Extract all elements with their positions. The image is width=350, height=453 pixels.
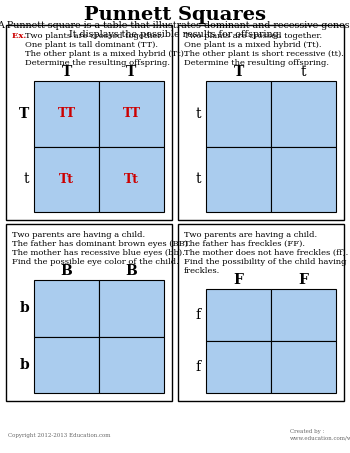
- Bar: [206, 289, 271, 341]
- Text: T: T: [233, 65, 244, 79]
- Text: Two parents are having a child.: Two parents are having a child.: [184, 231, 317, 239]
- Text: f: f: [196, 308, 201, 322]
- Bar: [271, 341, 336, 393]
- Text: One plant is tall dominant (TT).: One plant is tall dominant (TT).: [25, 41, 158, 49]
- Bar: [6, 25, 172, 220]
- Text: b: b: [19, 301, 29, 315]
- Bar: [34, 337, 99, 393]
- Bar: [99, 280, 164, 337]
- Text: www.education.com/worksheets: www.education.com/worksheets: [290, 435, 350, 440]
- Text: T: T: [126, 65, 136, 79]
- Text: TT: TT: [122, 107, 140, 120]
- Text: F: F: [233, 273, 244, 287]
- Bar: [178, 25, 344, 220]
- Bar: [6, 224, 172, 401]
- Text: Punnett Squares: Punnett Squares: [84, 6, 266, 24]
- Bar: [34, 280, 99, 337]
- Text: t: t: [23, 172, 29, 186]
- Bar: [34, 81, 99, 146]
- Text: Two plants are crossed together.: Two plants are crossed together.: [25, 32, 163, 40]
- Text: Find the possible eye color of the child.: Find the possible eye color of the child…: [12, 258, 179, 266]
- Bar: [206, 341, 271, 393]
- Text: Two parents are having a child.: Two parents are having a child.: [12, 231, 145, 239]
- Bar: [206, 81, 271, 146]
- Bar: [206, 146, 271, 212]
- Text: Find the possibility of the child having: Find the possibility of the child having: [184, 258, 346, 266]
- Text: b: b: [19, 358, 29, 372]
- Bar: [271, 81, 336, 146]
- Text: Copyright 2012-2013 Education.com: Copyright 2012-2013 Education.com: [8, 433, 111, 438]
- Text: t: t: [301, 65, 306, 79]
- Bar: [271, 289, 336, 341]
- Text: Determine the resulting offspring.: Determine the resulting offspring.: [184, 59, 329, 67]
- Text: F: F: [299, 273, 308, 287]
- Bar: [99, 146, 164, 212]
- Text: freckles.: freckles.: [184, 267, 220, 275]
- Text: Determine the resulting offspring.: Determine the resulting offspring.: [25, 59, 170, 67]
- Text: Created by :: Created by :: [290, 429, 324, 434]
- Text: The other plant is a mixed hybrid (Tt).: The other plant is a mixed hybrid (Tt).: [25, 50, 187, 58]
- Text: t: t: [196, 107, 201, 121]
- Text: The mother does not have freckles (ff).: The mother does not have freckles (ff).: [184, 249, 348, 257]
- Text: B: B: [126, 264, 137, 278]
- Text: TT: TT: [57, 107, 76, 120]
- Text: It displays the possible results for offspring.: It displays the possible results for off…: [69, 30, 281, 39]
- Text: The mother has recessive blue eyes (bb).: The mother has recessive blue eyes (bb).: [12, 249, 185, 257]
- Text: B: B: [61, 264, 72, 278]
- Text: One plant is a mixed hybrid (Tt).: One plant is a mixed hybrid (Tt).: [184, 41, 322, 49]
- Text: The father has dominant brown eyes (BB).: The father has dominant brown eyes (BB).: [12, 240, 191, 248]
- Bar: [99, 337, 164, 393]
- Text: The other plant is short recessive (tt).: The other plant is short recessive (tt).: [184, 50, 344, 58]
- Text: T: T: [19, 107, 29, 121]
- Bar: [178, 224, 344, 401]
- Text: Tt: Tt: [124, 173, 139, 186]
- Bar: [34, 146, 99, 212]
- Bar: [271, 146, 336, 212]
- Text: T: T: [61, 65, 72, 79]
- Text: A Punnett square is a table that illustrates dominant and recessive genes.: A Punnett square is a table that illustr…: [0, 21, 350, 30]
- Text: t: t: [196, 172, 201, 186]
- Bar: [99, 81, 164, 146]
- Text: Two plants are crossed together.: Two plants are crossed together.: [184, 32, 322, 40]
- Text: The father has freckles (FF).: The father has freckles (FF).: [184, 240, 305, 248]
- Text: f: f: [196, 360, 201, 374]
- Text: Ex.: Ex.: [12, 32, 29, 40]
- Text: Tt: Tt: [59, 173, 74, 186]
